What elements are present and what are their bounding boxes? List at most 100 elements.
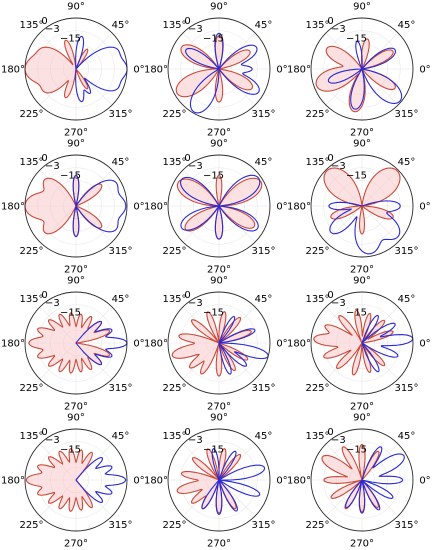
angle-tick-label: 270° bbox=[350, 128, 374, 139]
angle-tick-label: 135° bbox=[19, 157, 43, 168]
angle-tick-label: 90° bbox=[210, 2, 228, 13]
angle-tick-label: 135° bbox=[305, 294, 329, 305]
angle-tick-label: 45° bbox=[255, 294, 273, 305]
polar-axis-circle bbox=[167, 428, 271, 532]
angle-tick-label: 135° bbox=[305, 431, 329, 442]
angle-tick-label: 90° bbox=[67, 276, 85, 287]
polar-panel: 0° 45° 90° 135° 180° 225° 270° 315° 0−3−15 bbox=[144, 276, 288, 413]
angle-tick-label: 135° bbox=[305, 157, 329, 168]
polar-panel: 0° 45° 90° 135° 180° 225° 270° 315° 0−3−15 bbox=[1, 139, 145, 276]
polar-panel: 0° 45° 90° 135° 180° 225° 270° 315° 0−3−15 bbox=[1, 2, 145, 139]
angle-tick-label: 0° bbox=[276, 476, 287, 487]
angle-tick-label: 135° bbox=[19, 294, 43, 305]
radial-tick-label: −15 bbox=[60, 34, 81, 45]
blue-series-line bbox=[185, 32, 260, 114]
radial-tick-label: 0 bbox=[184, 290, 190, 301]
angle-tick-label: 270° bbox=[207, 539, 231, 550]
angle-tick-label: 225° bbox=[162, 383, 186, 394]
angle-tick-label: 270° bbox=[64, 402, 88, 413]
radial-tick-label: 0 bbox=[184, 427, 190, 438]
angle-tick-label: 225° bbox=[305, 246, 329, 257]
angle-tick-label: 180° bbox=[144, 65, 168, 76]
angle-tick-label: 90° bbox=[210, 413, 228, 424]
radial-tick-label: −15 bbox=[60, 308, 81, 319]
angle-tick-label: 225° bbox=[305, 109, 329, 120]
polar-axis-circle bbox=[24, 291, 128, 395]
angular-gridline bbox=[75, 443, 113, 481]
angle-tick-label: 90° bbox=[210, 276, 228, 287]
angle-tick-label: 270° bbox=[207, 265, 231, 276]
red-series-line bbox=[323, 167, 401, 235]
angle-tick-label: 135° bbox=[162, 294, 186, 305]
polar-panel: 0° 45° 90° 135° 180° 225° 270° 315° 0−3−15 bbox=[144, 413, 288, 550]
angular-gridline bbox=[325, 205, 363, 243]
blue-series-line bbox=[327, 40, 403, 110]
angle-tick-label: 315° bbox=[251, 246, 275, 257]
angle-tick-label: 45° bbox=[398, 431, 416, 442]
polar-panel: 0° 45° 90° 135° 180° 225° 270° 315° 0−3−15 bbox=[287, 276, 431, 413]
angle-tick-label: 0° bbox=[133, 476, 144, 487]
blue-series-line bbox=[75, 320, 128, 366]
angle-tick-label: 90° bbox=[353, 139, 371, 150]
polar-panel: 0° 45° 90° 135° 180° 225° 270° 315° 0−3−15 bbox=[144, 139, 288, 276]
angle-tick-label: 135° bbox=[162, 20, 186, 31]
angle-tick-label: 0° bbox=[133, 202, 144, 213]
radial-tick-label: −3 bbox=[45, 298, 60, 309]
angular-gridline bbox=[75, 68, 113, 106]
radial-tick-label: −15 bbox=[60, 171, 81, 182]
angle-tick-label: 0° bbox=[419, 65, 430, 76]
angle-tick-label: 180° bbox=[144, 339, 168, 350]
blue-series-line bbox=[180, 174, 261, 240]
red-series-line bbox=[313, 309, 394, 376]
angle-tick-label: 90° bbox=[67, 413, 85, 424]
radial-tick-label: −3 bbox=[331, 24, 346, 35]
radial-tick-label: 0 bbox=[327, 16, 333, 27]
blue-series-line bbox=[345, 446, 405, 514]
polar-axis-circle bbox=[310, 291, 414, 395]
polar-axis-circle bbox=[310, 154, 414, 258]
angle-tick-label: 225° bbox=[162, 520, 186, 531]
angle-tick-label: 180° bbox=[1, 476, 25, 487]
angular-gridline bbox=[218, 342, 256, 380]
angle-tick-label: 45° bbox=[398, 157, 416, 168]
radial-tick-label: −3 bbox=[331, 435, 346, 446]
angle-tick-label: 270° bbox=[350, 402, 374, 413]
radial-tick-label: −15 bbox=[60, 445, 81, 456]
polar-panel: 0° 45° 90° 135° 180° 225° 270° 315° 0−3−15 bbox=[1, 413, 145, 550]
red-series-line bbox=[321, 443, 380, 513]
angle-tick-label: 180° bbox=[144, 202, 168, 213]
blue-series-line bbox=[75, 456, 127, 504]
angular-gridline bbox=[218, 479, 256, 517]
angle-tick-label: 225° bbox=[19, 109, 43, 120]
angular-gridline bbox=[361, 479, 399, 517]
radial-tick-label: −15 bbox=[346, 308, 367, 319]
angle-tick-label: 225° bbox=[19, 383, 43, 394]
angle-tick-label: 135° bbox=[305, 20, 329, 31]
angle-tick-label: 0° bbox=[419, 339, 430, 350]
angle-tick-label: 315° bbox=[394, 520, 418, 531]
angle-tick-label: 180° bbox=[287, 476, 311, 487]
angle-tick-label: 0° bbox=[133, 339, 144, 350]
blue-series-line bbox=[328, 200, 401, 255]
angle-tick-label: 270° bbox=[207, 402, 231, 413]
radial-tick-label: −3 bbox=[45, 161, 60, 172]
angle-tick-label: 90° bbox=[67, 139, 85, 150]
angle-tick-label: 225° bbox=[19, 520, 43, 531]
angle-tick-label: 225° bbox=[19, 246, 43, 257]
angle-tick-label: 315° bbox=[251, 383, 275, 394]
radial-tick-label: −15 bbox=[203, 445, 224, 456]
blue-series-line bbox=[361, 314, 414, 373]
radial-tick-label: −15 bbox=[346, 171, 367, 182]
radial-tick-label: 0 bbox=[184, 16, 190, 27]
radial-tick-label: −3 bbox=[188, 435, 203, 446]
blue-series-line bbox=[75, 35, 128, 103]
radial-tick-label: −3 bbox=[188, 24, 203, 35]
radial-tick-label: 0 bbox=[41, 290, 47, 301]
angle-tick-label: 270° bbox=[64, 128, 88, 139]
angle-tick-label: 45° bbox=[112, 294, 130, 305]
angle-tick-label: 315° bbox=[251, 520, 275, 531]
angle-tick-label: 270° bbox=[350, 539, 374, 550]
polar-axis-circle bbox=[167, 291, 271, 395]
angle-tick-label: 180° bbox=[144, 476, 168, 487]
